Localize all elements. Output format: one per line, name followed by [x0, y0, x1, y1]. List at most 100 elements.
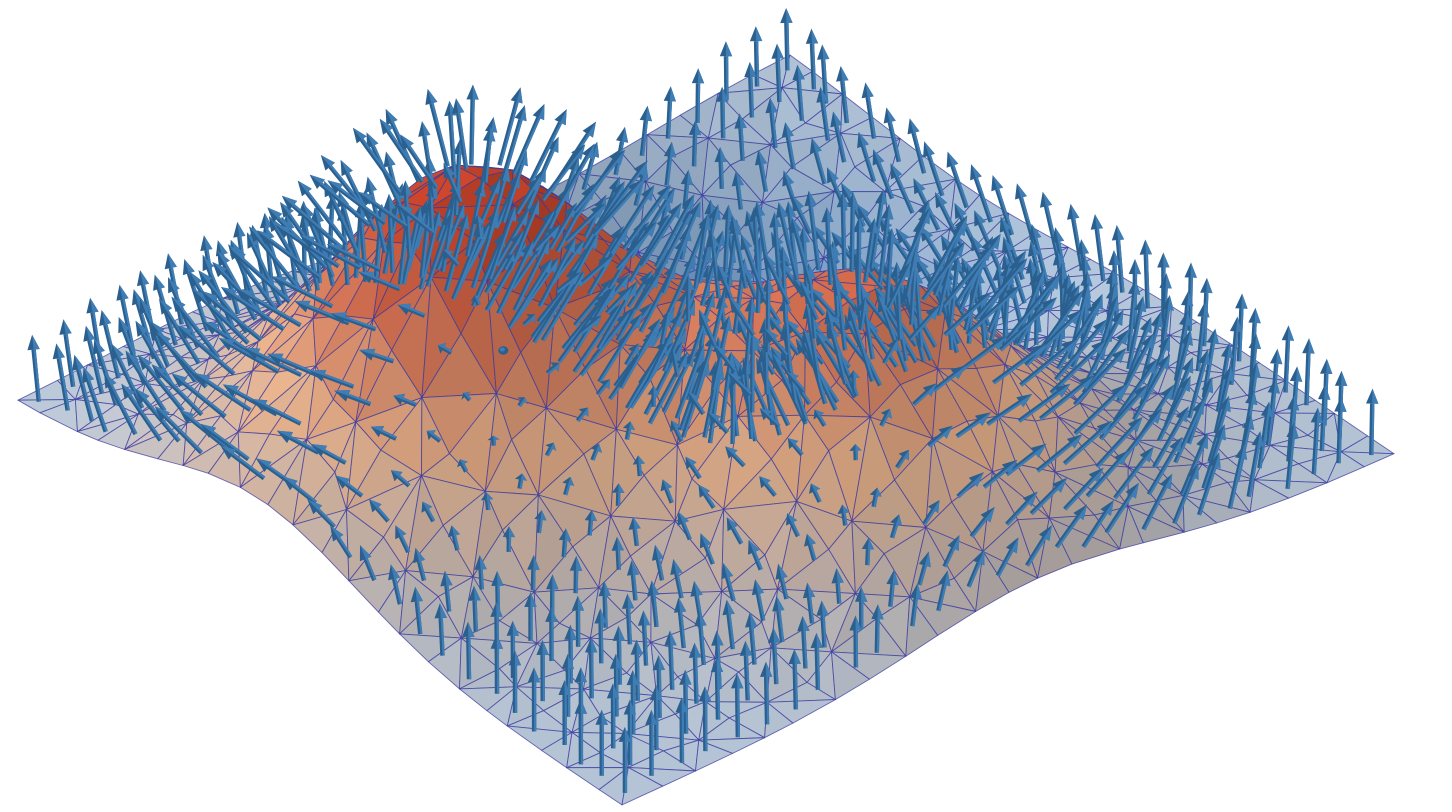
normal-vector-arrow-icon	[534, 224, 561, 252]
normal-vector-arrow-icon	[699, 533, 715, 565]
normal-vector-arrow-icon	[959, 336, 1007, 373]
normal-vector-arrow-icon	[1095, 416, 1143, 469]
normal-vector-arrow-icon	[727, 372, 752, 396]
normal-vector-arrow-icon	[104, 372, 138, 436]
normal-vector-arrow-icon	[220, 287, 285, 332]
normal-vector-arrow-icon	[673, 597, 687, 649]
normal-vector-arrow-icon	[826, 243, 840, 297]
normal-vector-arrow-icon	[805, 28, 819, 90]
normal-vector-arrow-icon	[595, 709, 608, 776]
normal-vector-arrow-icon	[923, 141, 945, 197]
normal-vector-field	[27, 8, 1379, 793]
normal-vector-arrow-icon	[83, 325, 104, 394]
normal-vector-arrow-icon	[388, 564, 403, 605]
normal-vector-arrow-icon	[630, 639, 643, 701]
normal-vector-arrow-icon	[508, 199, 540, 272]
normal-vector-arrow-icon	[946, 151, 969, 209]
normal-vector-arrow-icon	[1132, 353, 1171, 421]
normal-vector-arrow-icon	[1017, 383, 1071, 423]
normal-vector-arrow-icon	[943, 292, 992, 337]
normal-vector-arrow-icon	[734, 113, 747, 161]
normal-vector-arrow-icon	[857, 297, 870, 331]
normal-vector-arrow-icon	[955, 233, 1001, 305]
normal-vector-arrow-icon	[1139, 311, 1164, 385]
normal-vector-arrow-icon	[1081, 500, 1114, 548]
normal-vector-arrow-icon	[886, 262, 911, 310]
normal-vector-arrow-icon	[647, 351, 688, 425]
normal-vector-arrow-icon	[528, 109, 567, 183]
normal-vector-arrow-icon	[897, 208, 930, 280]
normal-vector-arrow-icon	[694, 611, 707, 666]
normal-vector-arrow-icon	[571, 595, 585, 647]
normal-vector-arrow-icon	[810, 632, 823, 690]
normal-vector-arrow-icon	[659, 311, 672, 345]
mesh-triangle	[1119, 506, 1144, 550]
normal-vector-arrow-icon	[780, 8, 793, 71]
normal-vector-arrow-icon	[721, 204, 734, 285]
normal-vector-arrow-icon	[647, 580, 660, 628]
normal-vector-arrow-icon	[882, 338, 898, 365]
normal-vector-arrow-icon	[594, 608, 607, 664]
normal-vector-arrow-icon	[498, 346, 509, 355]
normal-vector-arrow-icon	[544, 442, 557, 457]
normal-vector-arrow-icon	[605, 286, 633, 315]
normal-vector-arrow-icon	[787, 371, 806, 393]
normal-vector-arrow-icon	[282, 476, 317, 505]
normal-vector-arrow-icon	[324, 180, 360, 254]
normal-vector-arrow-icon	[942, 245, 993, 307]
normal-vector-arrow-icon	[1285, 422, 1299, 489]
normal-vector-arrow-icon	[966, 549, 985, 588]
normal-vector-arrow-icon	[461, 391, 472, 402]
normal-vector-arrow-icon	[310, 444, 347, 465]
normal-vector-arrow-icon	[731, 673, 744, 738]
normal-vector-arrow-icon	[1090, 214, 1106, 282]
normal-vector-arrow-icon	[847, 305, 875, 382]
normal-vector-arrow-icon	[1152, 406, 1189, 469]
normal-vector-arrow-icon	[792, 64, 805, 121]
normal-vector-arrow-icon	[708, 412, 729, 434]
normal-vector-arrow-icon	[508, 650, 522, 713]
normal-vector-arrow-icon	[514, 473, 528, 489]
normal-vector-arrow-icon	[710, 657, 724, 720]
normal-vector-arrow-icon	[310, 369, 355, 389]
normal-vector-arrow-icon	[728, 214, 748, 289]
normal-vector-arrow-icon	[764, 253, 791, 305]
normal-vector-arrow-icon	[1085, 450, 1129, 498]
normal-vector-arrow-icon	[1281, 325, 1295, 393]
normal-vector-arrow-icon	[335, 475, 364, 498]
normal-vector-arrow-icon	[932, 365, 967, 393]
normal-vector-arrow-icon	[609, 185, 655, 254]
normal-vector-arrow-icon	[622, 184, 671, 251]
normal-vector-arrow-icon	[748, 539, 763, 571]
normal-vector-arrow-icon	[151, 364, 204, 417]
normal-vector-arrow-icon	[154, 406, 203, 455]
normal-vector-arrow-icon	[558, 680, 571, 745]
normal-vector-arrow-icon	[889, 514, 903, 539]
normal-vector-arrow-icon	[522, 314, 536, 327]
normal-vector-arrow-icon	[714, 146, 727, 189]
normal-vector-arrow-icon	[540, 270, 585, 342]
normal-vector-arrow-icon	[764, 328, 789, 357]
normal-vector-arrow-icon	[956, 472, 984, 499]
normal-vector-arrow-icon	[507, 258, 553, 329]
normal-vector-arrow-icon	[466, 84, 479, 165]
normal-vector-arrow-icon	[654, 194, 695, 268]
normal-vector-arrow-icon	[596, 280, 638, 350]
normal-vector-arrow-icon	[813, 409, 827, 427]
normal-vector-arrow-icon	[634, 272, 660, 311]
normal-vector-arrow-icon	[590, 443, 602, 461]
normal-vector-arrow-icon	[462, 621, 475, 680]
normal-vector-arrow-icon	[220, 445, 266, 481]
normal-vector-arrow-icon	[618, 318, 661, 389]
normal-vector-arrow-icon	[545, 362, 560, 375]
normal-vector-arrow-icon	[637, 610, 651, 666]
normal-vector-arrow-icon	[472, 214, 485, 238]
normal-vector-arrow-icon	[776, 202, 799, 278]
normal-vector-arrow-icon	[965, 285, 1020, 337]
normal-vector-arrow-icon	[536, 639, 549, 702]
mesh-triangle	[831, 651, 870, 701]
normal-vector-arrow-icon	[383, 193, 396, 273]
normal-vector-arrow-icon	[660, 479, 674, 504]
normal-vector-arrow-icon	[646, 311, 682, 383]
normal-vector-arrow-icon	[618, 726, 632, 793]
